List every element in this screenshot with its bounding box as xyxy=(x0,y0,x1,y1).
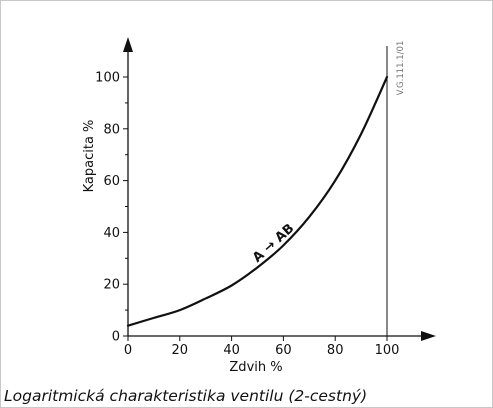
x-tick-label: 100 xyxy=(375,343,400,358)
x-axis-label: Zdvih % xyxy=(229,360,282,375)
x-tick-label: 20 xyxy=(172,343,189,358)
y-tick-label: 80 xyxy=(103,122,120,137)
x-tick-label: 40 xyxy=(223,343,240,358)
x-tick-label: 80 xyxy=(327,343,344,358)
y-axis-label: Kapacita % xyxy=(82,120,97,193)
figure-caption: Logaritmická charakteristika ventilu (2-… xyxy=(4,387,367,405)
axes xyxy=(123,37,436,341)
y-tick-label: 100 xyxy=(95,71,120,86)
curve-annotation: A → AB xyxy=(250,221,297,266)
y-tick-label: 20 xyxy=(103,278,120,293)
ticks: 0 20 40 60 80 100 0 20 40 60 80 100 xyxy=(95,71,399,359)
x-axis-arrow xyxy=(421,331,436,341)
y-axis-arrow xyxy=(123,37,133,52)
x-tick-label: 0 xyxy=(124,343,132,358)
series-layer xyxy=(126,75,389,327)
series-line-0 xyxy=(126,75,389,327)
x-tick-label: 60 xyxy=(275,343,292,358)
figure-code: V.G.111.1/01 xyxy=(396,41,406,96)
y-tick-label: 60 xyxy=(103,174,120,189)
y-tick-label: 40 xyxy=(103,226,120,241)
y-tick-label: 0 xyxy=(112,330,120,345)
